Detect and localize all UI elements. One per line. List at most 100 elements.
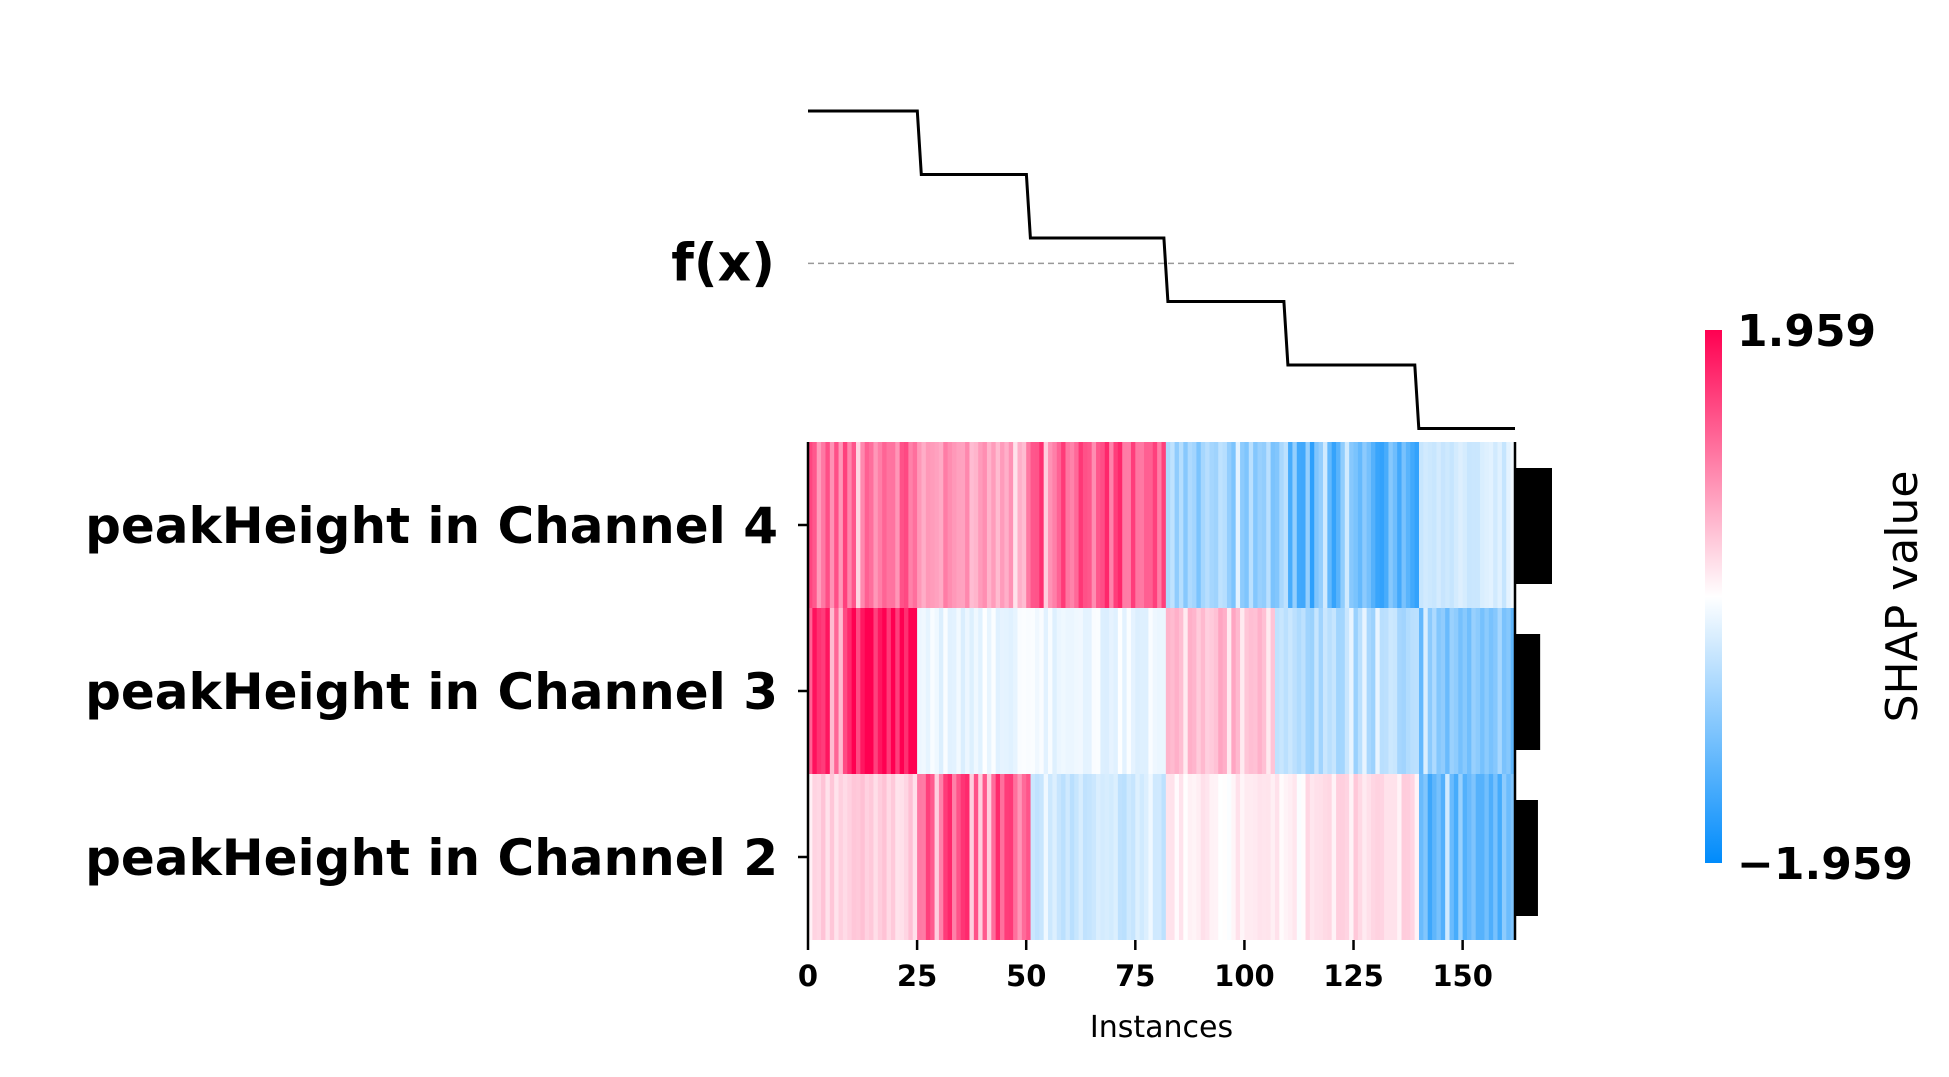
- heatmap-cell: [1056, 774, 1062, 940]
- heatmap-cell: [943, 774, 949, 940]
- colorbar-max-label: 1.959: [1737, 306, 1876, 357]
- heatmap-cell: [869, 608, 875, 774]
- heatmap-cell: [1008, 774, 1014, 940]
- heatmap-cell: [847, 774, 853, 940]
- heatmap-cell: [969, 442, 975, 608]
- heatmap-cell: [1432, 442, 1438, 608]
- heatmap-cell: [1039, 774, 1045, 940]
- heatmap-cell: [904, 608, 909, 774]
- heatmap-cell: [956, 442, 962, 608]
- heatmap-cell: [912, 608, 918, 774]
- heatmap-cell: [960, 774, 966, 940]
- heatmap-cell: [825, 442, 831, 608]
- heatmap-cell: [1283, 442, 1289, 608]
- heatmap-cell: [1048, 608, 1053, 774]
- heatmap-cell: [1034, 608, 1040, 774]
- heatmap-cell: [1506, 608, 1512, 774]
- heatmap-cell: [1061, 442, 1067, 608]
- heatmap-cell: [1331, 608, 1337, 774]
- heatmap-cell: [864, 774, 870, 940]
- heatmap-cell: [1488, 442, 1494, 608]
- heatmap-cell: [1183, 774, 1189, 940]
- heatmap-cell: [1069, 774, 1075, 940]
- heatmap-cell: [1240, 442, 1246, 608]
- heatmap-cell: [1130, 608, 1136, 774]
- heatmap-cell: [1436, 442, 1442, 608]
- heatmap-cell: [1445, 442, 1451, 608]
- heatmap-cell: [978, 608, 984, 774]
- heatmap-cell: [1183, 608, 1189, 774]
- heatmap-cell: [1122, 774, 1128, 940]
- heatmap-cell: [908, 774, 914, 940]
- heatmap-cell: [1375, 442, 1381, 608]
- heatmap-cell: [1026, 774, 1032, 940]
- heatmap-cell: [1139, 442, 1145, 608]
- heatmap-cell: [921, 608, 927, 774]
- heatmap-cell: [1480, 442, 1486, 608]
- heatmap-cell: [1244, 608, 1250, 774]
- heatmap-cell: [1336, 608, 1342, 774]
- heatmap-cell: [1349, 608, 1355, 774]
- heatmap-cell: [1466, 608, 1472, 774]
- heatmap-cell: [943, 442, 949, 608]
- heatmap-cell: [1349, 442, 1355, 608]
- heatmap-cell: [1021, 442, 1027, 608]
- heatmap-cell: [991, 774, 997, 940]
- heatmap-cell: [864, 608, 870, 774]
- heatmap-cell: [895, 608, 901, 774]
- heatmap-cell: [1423, 774, 1429, 940]
- heatmap-cell: [1283, 774, 1289, 940]
- heatmap-cell: [1397, 442, 1403, 608]
- heatmap-cell: [1366, 608, 1372, 774]
- heatmap-cell: [1192, 608, 1198, 774]
- heatmap-cell: [1449, 774, 1455, 940]
- heatmap-cell: [973, 608, 979, 774]
- heatmap-cell: [869, 442, 875, 608]
- heatmap-cell: [829, 442, 835, 608]
- heatmap-cell: [1205, 442, 1211, 608]
- heatmap-cell: [1440, 608, 1446, 774]
- fx-label: f(x): [671, 233, 775, 293]
- heatmap-cell: [1266, 608, 1272, 774]
- heatmap-cell: [1226, 608, 1232, 774]
- heatmap-cell: [1000, 774, 1005, 940]
- heatmap-cell: [1362, 774, 1368, 940]
- heatmap-cell: [908, 608, 914, 774]
- heatmap-cell: [1410, 774, 1416, 940]
- heatmap-cell: [1078, 442, 1084, 608]
- heatmap-cell: [1453, 608, 1459, 774]
- heatmap-cell: [1069, 608, 1075, 774]
- heatmap-cell: [1279, 442, 1285, 608]
- x-axis-title: Instances: [1090, 1010, 1233, 1045]
- heatmap-cell: [1082, 774, 1088, 940]
- heatmap-cell: [1100, 608, 1106, 774]
- heatmap-cell: [851, 608, 857, 774]
- heatmap-cell: [1488, 608, 1494, 774]
- heatmap-cell: [860, 442, 866, 608]
- heatmap-cell: [1440, 774, 1446, 940]
- heatmap-cell: [1139, 608, 1145, 774]
- heatmap-cell: [982, 442, 988, 608]
- heatmap-cell: [1401, 608, 1407, 774]
- heatmap-cell: [1218, 608, 1224, 774]
- heatmap-cell: [1318, 774, 1324, 940]
- heatmap-cell: [1109, 442, 1115, 608]
- heatmap-cell: [1405, 774, 1411, 940]
- heatmap-cell: [938, 442, 944, 608]
- heatmap-cell: [1052, 442, 1058, 608]
- heatmap-cell: [890, 442, 896, 608]
- heatmap-cell: [1266, 442, 1272, 608]
- heatmap-cell: [1340, 442, 1346, 608]
- x-tick-label: 25: [897, 959, 937, 993]
- heatmap-cell: [1466, 774, 1472, 940]
- heatmap-cell: [1445, 774, 1451, 940]
- heatmap-cell: [1213, 608, 1219, 774]
- heatmap-cell: [1161, 608, 1167, 774]
- heatmap-cell: [1322, 442, 1328, 608]
- heatmap-cell: [1061, 608, 1067, 774]
- heatmap-cell: [991, 442, 997, 608]
- heatmap-cell: [1144, 442, 1149, 608]
- importance-bar: [1516, 468, 1552, 584]
- heatmap-cell: [1074, 442, 1080, 608]
- heatmap-cell: [873, 608, 879, 774]
